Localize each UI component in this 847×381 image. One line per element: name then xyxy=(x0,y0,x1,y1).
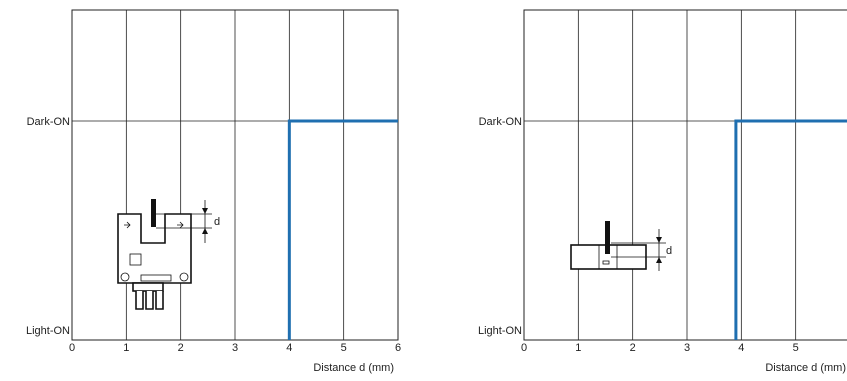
x-tick-label: 5 xyxy=(793,342,799,354)
x-axis-label: Distance d (mm) xyxy=(765,362,846,374)
x-tick-label: 2 xyxy=(630,342,636,354)
y-level-label-dark-on: Dark-ON xyxy=(479,116,522,128)
x-tick-label: 3 xyxy=(232,342,238,354)
inset-d-label-right: d xyxy=(666,245,672,257)
x-tick-label: 1 xyxy=(123,342,129,354)
x-tick-label: 5 xyxy=(341,342,347,354)
x-tick-label: 1 xyxy=(575,342,581,354)
plot-area-1 xyxy=(523,9,847,341)
inset-d-label-left: d xyxy=(214,216,220,228)
response-line-series xyxy=(734,119,847,340)
y-level-label-dark-on: Dark-ON xyxy=(27,116,70,128)
plot-area-0 xyxy=(71,9,399,341)
x-tick-label: 2 xyxy=(178,342,184,354)
x-tick-label: 6 xyxy=(395,342,401,354)
y-level-label-light-on: Light-ON xyxy=(26,325,70,337)
response-line-series xyxy=(287,119,398,340)
x-tick-label: 4 xyxy=(738,342,744,354)
plot-frame xyxy=(523,9,847,341)
x-tick-label: 4 xyxy=(286,342,292,354)
y-level-label-light-on: Light-ON xyxy=(478,325,522,337)
plot-frame xyxy=(71,9,399,341)
sensor-diagram-right: d xyxy=(570,221,672,271)
x-tick-label: 3 xyxy=(684,342,690,354)
x-axis-label: Distance d (mm) xyxy=(313,362,394,374)
chart-left: d 0 1 2 3 4 5 6 Light-ON Dark-ON Distance d (mm) xyxy=(26,9,401,374)
x-tick-label: 0 xyxy=(69,342,75,354)
sensor-diagram-left: d xyxy=(117,199,220,310)
x-tick-label: 0 xyxy=(521,342,527,354)
